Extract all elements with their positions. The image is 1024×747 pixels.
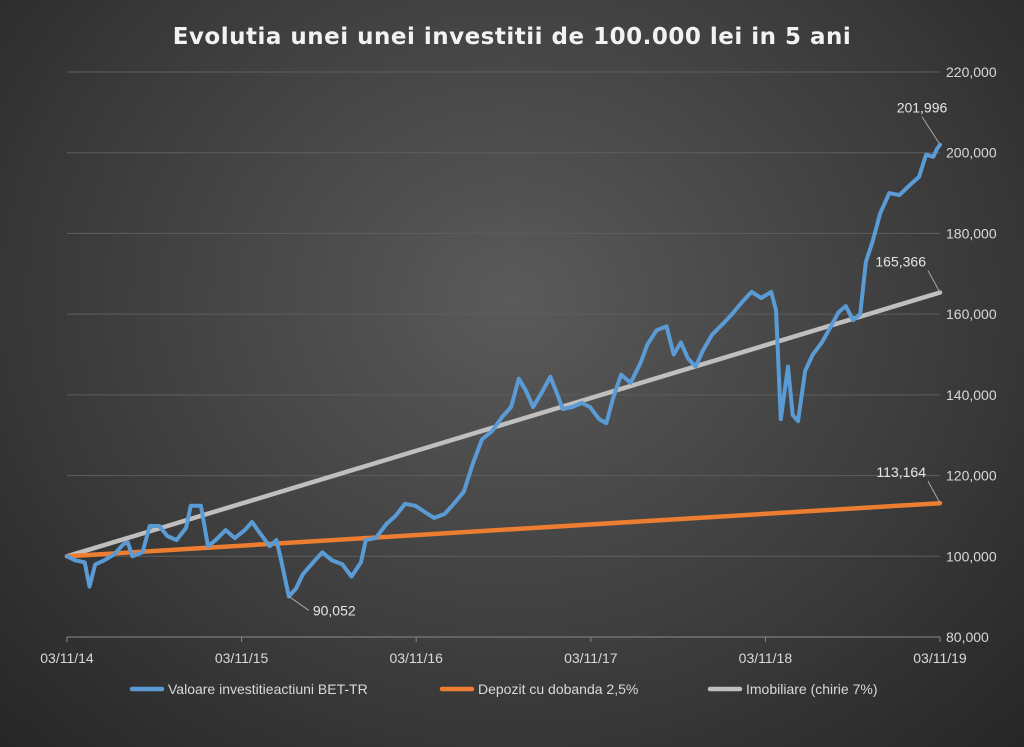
legend: Valoare investitieactiuni BET-TR Depozit …: [129, 681, 877, 697]
y-tick-label: 160,000: [946, 306, 997, 322]
x-axis-ticks: 03/11/14 03/11/15 03/11/16 03/11/17 03/11/18…: [40, 637, 967, 666]
data-label: 113,164: [876, 464, 926, 480]
y-tick-label: 180,000: [946, 225, 997, 241]
annotations: 201,996 165,366 113,164 90,052: [288, 100, 948, 618]
y-tick-label: 220,000: [946, 64, 997, 80]
annotation-leader: [288, 596, 310, 611]
y-tick-label: 200,000: [946, 145, 997, 161]
y-tick-label: 120,000: [946, 468, 997, 484]
annotation-leader: [921, 116, 941, 145]
y-axis-ticks: 80,000 100,000 120,000 140,000 160,000 180,00…: [946, 64, 997, 645]
annotation-leader: [927, 270, 941, 293]
legend-label: Imobiliare (chirie 7%): [746, 681, 877, 697]
series-line: [65, 142, 942, 599]
data-label: 201,996: [897, 100, 948, 116]
series-line: [64, 290, 943, 559]
x-tick-label: 03/11/14: [40, 650, 94, 666]
gridlines: [67, 71, 940, 638]
annotation-leader: [927, 480, 941, 504]
x-tick-label: 03/11/17: [564, 650, 618, 666]
x-tick-label: 03/11/18: [739, 650, 793, 666]
y-tick-label: 80,000: [946, 629, 989, 645]
x-tick-label: 03/11/15: [215, 650, 269, 666]
chart-title: Evolutia unei unei investitii de 100.000…: [173, 24, 852, 50]
data-label: 90,052: [313, 602, 356, 618]
series-lines: [64, 142, 943, 599]
legend-label: Depozit cu dobanda 2,5%: [478, 681, 638, 697]
x-tick-label: 03/11/19: [913, 650, 967, 666]
y-tick-label: 100,000: [946, 548, 997, 564]
legend-label: Valoare investitieactiuni BET-TR: [168, 681, 368, 697]
x-tick-label: 03/11/16: [389, 650, 443, 666]
data-label: 165,366: [875, 253, 926, 269]
y-tick-label: 140,000: [946, 387, 997, 403]
series-line: [64, 500, 943, 559]
